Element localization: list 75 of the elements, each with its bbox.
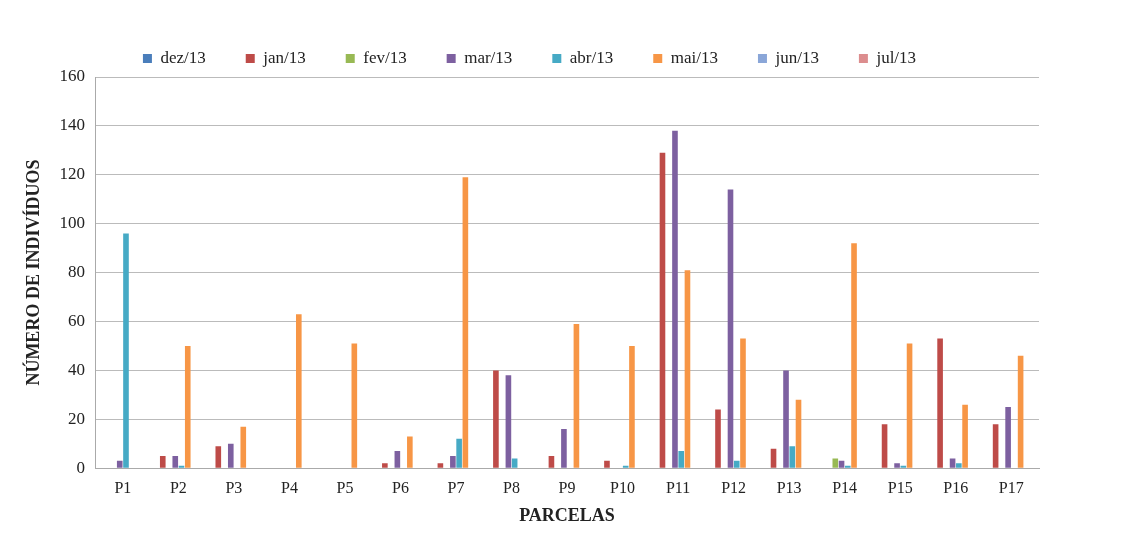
x-tick-label: P2 bbox=[169, 479, 187, 496]
bar bbox=[733, 460, 740, 468]
y-tick-label: 60 bbox=[68, 310, 86, 330]
bar bbox=[838, 460, 845, 468]
x-tick-label: P7 bbox=[447, 479, 465, 496]
bar bbox=[493, 370, 499, 468]
y-tick-label: 20 bbox=[68, 408, 86, 428]
bar bbox=[881, 424, 888, 468]
y-axis-title: NÚMERO DE INDIVÍDUOS bbox=[22, 159, 44, 386]
y-tick-label: 100 bbox=[59, 213, 86, 233]
legend-label: dez/13 bbox=[160, 47, 206, 67]
y-tick-label: 40 bbox=[68, 359, 86, 379]
y-tick-label: 160 bbox=[59, 66, 86, 86]
legend-label: jul/13 bbox=[875, 47, 917, 67]
legend-label: fev/13 bbox=[363, 47, 407, 67]
bar bbox=[394, 451, 401, 468]
x-tick-label: P13 bbox=[776, 479, 802, 496]
bar bbox=[295, 314, 302, 468]
bar bbox=[437, 463, 444, 468]
bar bbox=[949, 458, 956, 468]
bar bbox=[789, 446, 796, 468]
bar bbox=[240, 426, 247, 468]
x-tick-label: P5 bbox=[336, 479, 354, 496]
bar bbox=[783, 370, 789, 468]
y-tick-label: 80 bbox=[68, 262, 86, 282]
bar bbox=[894, 463, 900, 468]
legend-label: mar/13 bbox=[464, 47, 513, 67]
bar bbox=[992, 424, 999, 468]
x-tick-label: P4 bbox=[280, 479, 298, 496]
bar bbox=[851, 243, 857, 468]
bar bbox=[672, 130, 678, 468]
x-tick-label: P9 bbox=[558, 479, 576, 496]
y-tick-label: 0 bbox=[76, 457, 86, 477]
bar bbox=[382, 463, 388, 468]
bar bbox=[227, 443, 234, 468]
x-tick-label: P6 bbox=[392, 479, 409, 496]
bar bbox=[937, 338, 943, 468]
bar bbox=[604, 460, 610, 468]
x-axis-title: PARCELAS bbox=[519, 504, 615, 525]
bar bbox=[1005, 407, 1011, 468]
bar bbox=[450, 455, 456, 468]
bar bbox=[715, 409, 721, 468]
x-tick-label: P14 bbox=[832, 479, 858, 496]
legend-label: jun/13 bbox=[774, 47, 819, 67]
bar bbox=[184, 345, 191, 468]
bar bbox=[123, 233, 129, 468]
bar bbox=[407, 436, 413, 468]
y-tick-label: 140 bbox=[59, 115, 86, 135]
legend-label: abr/13 bbox=[569, 47, 614, 67]
x-tick-label: P1 bbox=[114, 479, 132, 496]
x-tick-label: P12 bbox=[721, 479, 747, 496]
bar bbox=[116, 460, 123, 468]
x-tick-label: P16 bbox=[943, 479, 969, 496]
bar bbox=[678, 451, 685, 468]
bar bbox=[159, 455, 166, 468]
bar bbox=[832, 458, 839, 468]
bar bbox=[456, 438, 462, 468]
bar bbox=[740, 338, 746, 468]
legend-label: jan/13 bbox=[262, 47, 306, 67]
bar bbox=[956, 463, 962, 468]
x-tick-label: P3 bbox=[225, 479, 243, 496]
bar bbox=[511, 458, 518, 468]
y-tick-label: 120 bbox=[59, 164, 86, 184]
bar bbox=[215, 446, 222, 468]
x-tick-label: P10 bbox=[610, 479, 636, 496]
x-tick-label: P8 bbox=[503, 479, 520, 496]
x-tick-label: P17 bbox=[998, 479, 1024, 496]
bar bbox=[548, 455, 555, 468]
bar bbox=[561, 429, 567, 468]
bar bbox=[172, 455, 179, 468]
legend-label: mai/13 bbox=[670, 47, 718, 67]
x-tick-label: P11 bbox=[665, 479, 691, 496]
bar bbox=[629, 345, 635, 468]
x-tick-label: P15 bbox=[887, 479, 913, 496]
bar bbox=[962, 404, 968, 468]
